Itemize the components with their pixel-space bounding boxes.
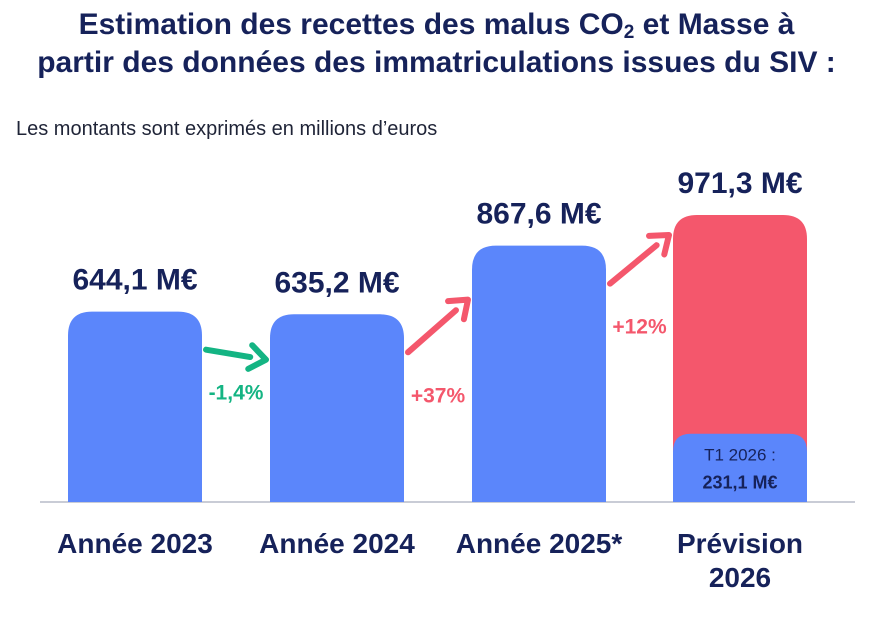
category-label-4: Prévision: [677, 528, 803, 559]
value-label-1: 644,1 M€: [72, 264, 197, 297]
bar-4: [673, 215, 807, 502]
change-label-1: -1,4%: [209, 382, 264, 405]
value-label-4: 971,3 M€: [677, 167, 802, 200]
title-line-2: partir des données des immatriculations …: [37, 46, 836, 79]
bar-2: [270, 314, 404, 502]
q1-2026-segment: [673, 433, 807, 502]
change-label-2: +37%: [411, 384, 466, 407]
change-label-3: +12%: [612, 316, 667, 339]
category-label-3: Année 2025*: [456, 528, 623, 559]
category-label-1: Année 2023: [57, 528, 213, 559]
value-label-2: 635,2 M€: [274, 266, 399, 299]
change-arrow-3: [607, 232, 672, 287]
change-arrow-2: [405, 296, 471, 356]
title-line-1: Estimation des recettes des malus CO2 et…: [78, 8, 795, 43]
chart-subtitle: Les montants sont exprimés en millions d…: [16, 118, 438, 140]
chart-title: Estimation des recettes des malus CO2 et…: [0, 6, 873, 82]
category-label-4-line-2: 2026: [709, 562, 771, 593]
category-label-2: Année 2024: [259, 528, 415, 559]
value-label-3: 867,6 M€: [476, 198, 601, 231]
q1-2026-value: 231,1 M€: [702, 473, 777, 493]
bar-1: [68, 311, 202, 502]
q1-2026-label: T1 2026 :: [704, 446, 776, 465]
change-arrow-1: [203, 342, 269, 372]
bar-3: [472, 245, 606, 503]
